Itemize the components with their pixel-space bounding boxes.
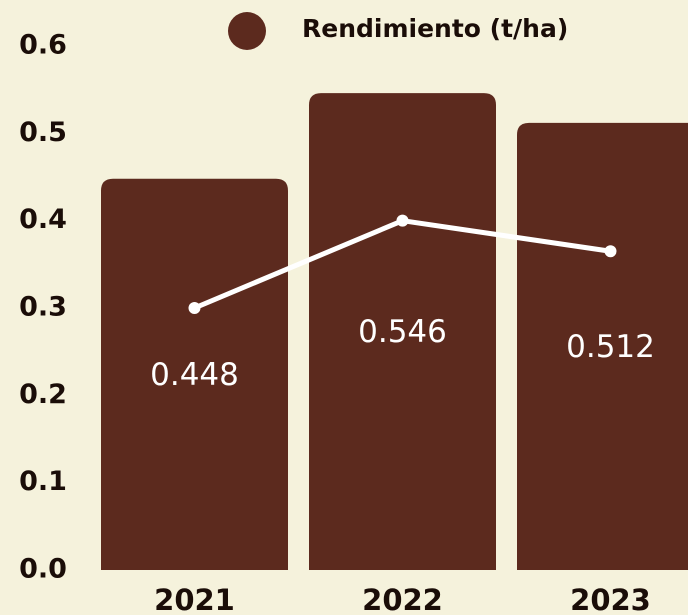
y-tick-label: 0.3	[19, 292, 67, 323]
y-tick-label: 0.1	[19, 466, 67, 497]
y-tick-label: 0.0	[19, 554, 67, 585]
value-label: 0.546	[358, 314, 447, 350]
line-point	[397, 215, 409, 227]
y-tick-label: 0.5	[19, 117, 67, 148]
x-tick-label: 2021	[154, 583, 235, 615]
legend-marker	[228, 12, 266, 50]
value-label: 0.512	[566, 329, 655, 365]
legend-label: Rendimiento (t/ha)	[302, 14, 568, 43]
line-point	[605, 245, 617, 257]
value-label: 0.448	[150, 357, 239, 393]
x-tick-label: 2023	[570, 583, 651, 615]
y-tick-label: 0.6	[19, 30, 67, 61]
y-tick-label: 0.4	[19, 204, 67, 235]
x-tick-label: 2022	[362, 583, 443, 615]
page: {"chart_data": {"type": "bar", "categori…	[0, 0, 688, 615]
chart: 0.0 0.1 0.2 0.3 0.4 0.5 0.6 Rendimiento (t/ha) 0…	[0, 0, 688, 615]
line-point	[189, 302, 201, 314]
y-tick-label: 0.2	[19, 379, 67, 410]
